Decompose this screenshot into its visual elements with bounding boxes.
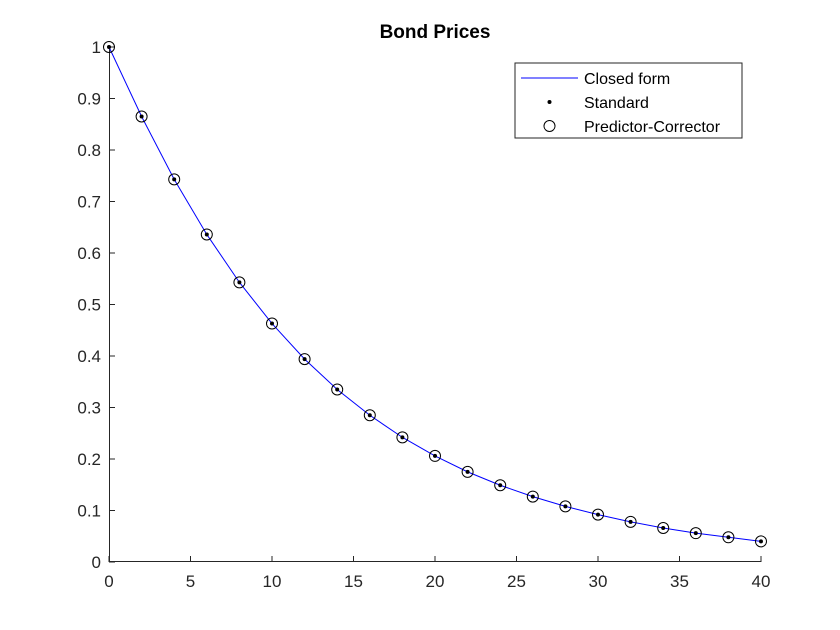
data-point-predictor-corrector xyxy=(363,409,376,422)
x-tick-label: 20 xyxy=(426,572,445,591)
data-point-predictor-corrector xyxy=(657,522,670,535)
data-point-predictor-corrector xyxy=(722,531,735,544)
data-point-standard xyxy=(465,469,470,474)
data-point-predictor-corrector xyxy=(429,449,441,462)
data-point-standard xyxy=(433,453,437,458)
x-tick-label: 5 xyxy=(186,572,195,591)
y-tick-label: 0.2 xyxy=(77,450,101,469)
data-point-predictor-corrector xyxy=(689,527,702,540)
data-point-predictor-corrector xyxy=(396,431,409,444)
data-point-standard xyxy=(596,512,600,517)
data-point-predictor-corrector xyxy=(298,353,311,366)
data-point-standard xyxy=(661,526,666,531)
x-tick-label: 15 xyxy=(344,572,363,591)
data-point-predictor-corrector xyxy=(266,317,278,330)
data-point-standard xyxy=(530,494,535,499)
legend-predictor-corrector-swatch xyxy=(543,120,556,132)
x-tick-label: 25 xyxy=(507,572,526,591)
y-ticks: 0 0.1 0.2 0.3 0.4 0.5 0.6 0.7 0.8 0.9 1 xyxy=(77,38,115,572)
data-point-standard xyxy=(107,45,111,49)
data-point-predictor-corrector xyxy=(526,490,539,503)
data-point-predictor-corrector xyxy=(168,173,181,186)
y-tick-label: 0.8 xyxy=(77,141,101,160)
y-tick-label: 0 xyxy=(92,553,101,572)
data-point-predictor-corrector xyxy=(331,383,344,396)
data-point-predictor-corrector xyxy=(135,110,148,123)
legend-box xyxy=(514,62,743,139)
data-point-standard xyxy=(270,321,274,326)
data-point-predictor-corrector xyxy=(494,479,507,492)
y-tick-label: 0.7 xyxy=(77,193,101,212)
data-point-standard xyxy=(204,232,209,237)
chart-title: Bond Prices xyxy=(380,22,491,43)
legend-standard-swatch xyxy=(547,100,552,104)
y-tick-label: 0.4 xyxy=(77,347,101,366)
data-point-standard xyxy=(367,413,372,418)
legend-standard-label: Standard xyxy=(584,95,649,112)
series-standard xyxy=(107,45,763,544)
data-point-standard xyxy=(693,531,698,536)
series-layer xyxy=(103,41,767,548)
data-point-predictor-corrector xyxy=(200,228,213,241)
data-point-standard xyxy=(498,483,503,488)
y-tick-label: 0.3 xyxy=(77,399,101,418)
x-tick-label: 35 xyxy=(670,572,689,591)
data-point-standard xyxy=(628,519,633,524)
legend: Closed form Standard Predictor-Corrector xyxy=(514,62,743,139)
series-predictor-corrector xyxy=(103,41,767,548)
data-point-predictor-corrector xyxy=(755,535,767,548)
x-tick-label: 10 xyxy=(263,572,282,591)
x-tick-label: 40 xyxy=(752,572,771,591)
data-point-standard xyxy=(237,280,242,285)
data-point-predictor-corrector xyxy=(461,465,474,478)
data-point-standard xyxy=(759,539,763,544)
x-ticks: 0 5 10 15 20 25 30 35 40 xyxy=(104,556,770,591)
data-point-standard xyxy=(335,387,340,392)
data-point-predictor-corrector xyxy=(103,41,115,53)
data-point-standard xyxy=(563,504,568,509)
data-point-standard xyxy=(400,435,405,440)
plot-area: 0 5 10 15 20 25 30 35 40 00.10.20.30.40.50.60.70… xyxy=(77,38,770,591)
data-point-standard xyxy=(172,177,177,182)
y-tick-label: 0.1 xyxy=(77,502,101,521)
data-point-standard xyxy=(726,535,731,540)
y-tick-label: 0.6 xyxy=(77,244,101,263)
data-point-predictor-corrector xyxy=(559,500,572,513)
data-point-predictor-corrector xyxy=(233,276,246,289)
legend-closed-form-label: Closed form xyxy=(584,71,670,88)
x-tick-label: 30 xyxy=(589,572,608,591)
data-point-standard xyxy=(302,357,307,362)
legend-predictor-corrector-label: Predictor-Corrector xyxy=(584,119,721,136)
y-tick-label: 0.9 xyxy=(77,90,101,109)
data-point-standard xyxy=(139,114,144,119)
data-point-predictor-corrector xyxy=(624,515,637,528)
y-tick-label: 0.5 xyxy=(77,296,101,315)
y-tick-label: 1 xyxy=(92,38,101,57)
data-point-predictor-corrector xyxy=(592,508,604,521)
x-tick-label: 0 xyxy=(104,572,113,591)
